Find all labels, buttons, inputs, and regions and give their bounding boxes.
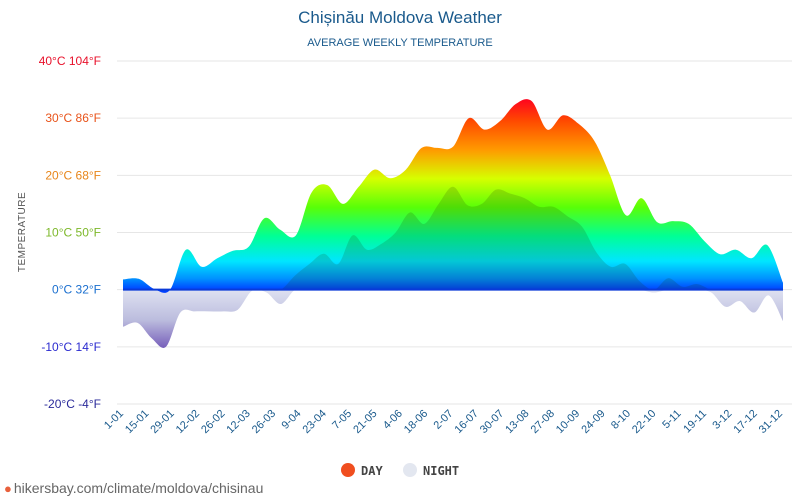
chart-title: Chișinău Moldova Weather [298, 8, 502, 27]
x-tick-label: 26-02 [199, 408, 227, 436]
day-series-area [123, 99, 783, 293]
legend-day-label[interactable]: DAY [361, 464, 383, 478]
y-tick-label: -10°C 14°F [41, 340, 101, 354]
legend-night-label[interactable]: NIGHT [423, 464, 459, 478]
x-tick-label: 18-06 [402, 408, 430, 436]
x-tick-label: 10-09 [554, 408, 582, 436]
night-below-zero-area [123, 288, 783, 348]
x-tick-label: 13-08 [503, 408, 531, 436]
x-tick-label: 16-07 [453, 408, 481, 436]
x-tick-label: 22-10 [630, 408, 658, 436]
y-tick-label: -20°C -4°F [44, 397, 101, 411]
y-tick-labels: 40°C 104°F 30°C 86°F 20°C 68°F 10°C 50°F 0°C… [39, 54, 101, 411]
y-tick-label: 10°C 50°F [45, 226, 101, 240]
source-link[interactable]: ● hikersbay.com/climate/moldova/chisinau [4, 480, 263, 496]
legend-night-marker[interactable] [403, 463, 417, 477]
x-tick-label: 5-11 [660, 408, 683, 431]
x-tick-label: 30-07 [478, 408, 506, 436]
y-tick-label: 20°C 68°F [45, 168, 101, 182]
y-tick-label: 40°C 104°F [39, 54, 101, 68]
x-tick-label: 31-12 [757, 408, 785, 436]
chart-subtitle: AVERAGE WEEKLY TEMPERATURE [307, 37, 492, 49]
x-tick-label: 27-08 [529, 408, 557, 436]
legend-day-marker[interactable] [341, 463, 355, 477]
x-tick-label: 19-11 [681, 408, 709, 436]
x-tick-label: 21-05 [351, 408, 379, 436]
x-tick-label: 29-01 [148, 408, 176, 436]
location-pin-icon: ● [4, 481, 12, 496]
y-tick-label: 30°C 86°F [45, 111, 101, 125]
legend: DAY NIGHT [341, 463, 459, 478]
x-tick-label: 15-01 [123, 408, 151, 436]
x-tick-label: 23-04 [301, 408, 329, 436]
y-tick-label: 0°C 32°F [52, 283, 101, 297]
source-text[interactable]: hikersbay.com/climate/moldova/chisinau [13, 480, 264, 496]
x-tick-label: 12-02 [174, 408, 202, 436]
night-above-zero-area [123, 186, 783, 291]
x-tick-label: 17-12 [731, 408, 759, 436]
x-tick-label: 26-03 [250, 408, 278, 436]
x-tick-label: 24-09 [579, 408, 607, 436]
y-axis-label: TEMPERATURE [17, 192, 28, 272]
x-tick-label: 12-03 [224, 408, 252, 436]
